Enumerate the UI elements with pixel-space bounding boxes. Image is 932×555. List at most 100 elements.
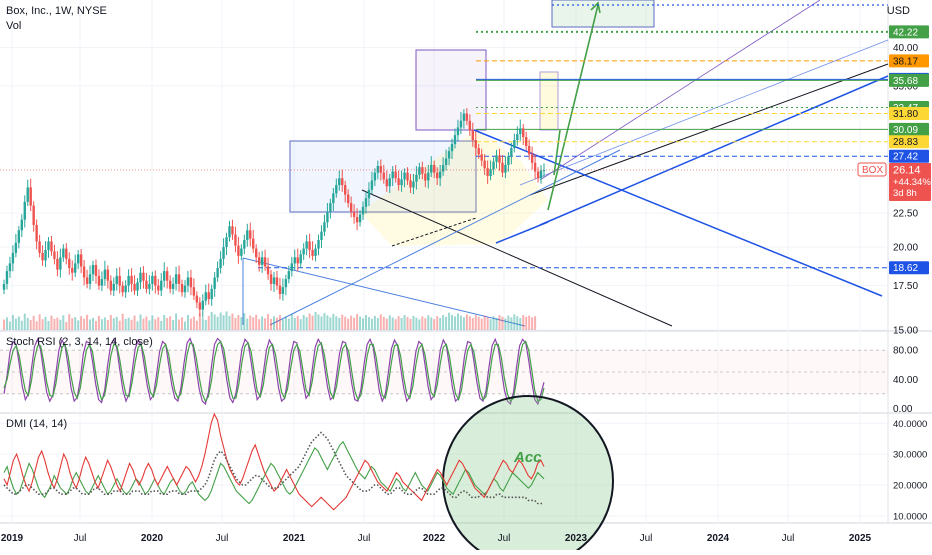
volume-bar [65, 321, 68, 330]
trendline [519, 39, 889, 186]
volume-bar [427, 315, 430, 330]
candle-body [109, 280, 113, 291]
candle-body [210, 288, 213, 300]
volume-bar [62, 315, 65, 330]
volume-bar [50, 315, 53, 330]
candle-body [447, 151, 451, 159]
volume-bar [127, 317, 130, 330]
candle-body [438, 171, 442, 179]
volume-bar [504, 318, 507, 330]
volume-bar [275, 317, 278, 330]
trendline [361, 189, 673, 327]
volume-bar [299, 319, 302, 330]
candle-body [154, 275, 157, 286]
candle-body [498, 155, 501, 163]
candle-body [435, 172, 439, 179]
candle-body [139, 272, 142, 283]
volume-bar [118, 320, 121, 330]
volume-bar [148, 320, 151, 330]
candle-body [189, 277, 193, 288]
candle-body [317, 239, 320, 249]
x-tick-label: 2025 [849, 533, 872, 544]
candle-body [59, 257, 62, 270]
candle-body [474, 140, 477, 149]
candle-body [421, 167, 424, 174]
candle-body [349, 203, 353, 212]
candle-body [391, 171, 394, 179]
volume-bar [181, 317, 184, 330]
volume-bar [258, 319, 261, 330]
volume-bar [35, 321, 38, 330]
volume-bar [178, 319, 181, 330]
candle-body [171, 283, 175, 289]
volume-bar [169, 316, 172, 330]
volume-bar [510, 317, 513, 330]
candle-body [163, 271, 166, 281]
volume-bar [290, 314, 293, 330]
x-tick-label: Jul [640, 533, 653, 544]
price-level-label: 35.68 [893, 76, 918, 87]
last-price-tag [889, 162, 931, 201]
volume-bar [32, 315, 35, 330]
volume-bar [71, 318, 74, 330]
candle-body [115, 275, 118, 284]
candle-body [335, 185, 338, 194]
volume-bar [151, 315, 154, 330]
y-tick-label: 40.00 [893, 43, 918, 54]
price-level-label: 30.09 [893, 125, 918, 136]
candle-body [379, 166, 383, 173]
symbol-tag [857, 162, 887, 177]
candle-body [409, 180, 412, 188]
candle-body [284, 279, 288, 288]
candle-body [486, 168, 489, 176]
volume-bar [273, 316, 275, 330]
candle-body [127, 275, 130, 286]
price-level-tag [889, 73, 929, 87]
last-price-value: 26.14 [893, 164, 921, 176]
x-tick-label: Jul [782, 533, 795, 544]
candle-body [394, 171, 397, 179]
x-tick-label: 2020 [141, 533, 164, 544]
volume-bar [41, 319, 44, 330]
candle-body [71, 268, 74, 273]
price-level-tag [889, 25, 929, 39]
volume-bar [130, 319, 133, 330]
price-level-label: 18.62 [893, 263, 918, 274]
target-rectangle [551, 0, 655, 28]
volume-bar [86, 314, 89, 330]
stoch-rsi-title: Stoch RSI (2, 3, 14, 14, close) [6, 336, 153, 348]
candle-body [11, 252, 15, 264]
candle-body [302, 248, 305, 255]
volume-bar [528, 315, 531, 330]
stoch-y-tick-label: 40.00 [893, 375, 918, 386]
volume-bar [92, 318, 95, 330]
candle-body [450, 144, 454, 152]
candle-body [427, 172, 430, 181]
volume-bar [284, 316, 287, 330]
candle-body [290, 263, 294, 272]
candle-body [76, 254, 80, 264]
candle-body [121, 285, 124, 293]
price-level-tag [889, 149, 929, 163]
candle-body [35, 224, 38, 242]
volume-bar [207, 315, 210, 330]
candle-body [468, 120, 472, 131]
volume-bar [26, 318, 29, 330]
volume-bar [400, 318, 403, 330]
candle-body [14, 242, 18, 253]
volume-bar [160, 321, 163, 330]
candle-body [456, 127, 460, 136]
candle-body [148, 283, 151, 289]
volume-bar [157, 317, 160, 330]
candle-body [358, 214, 362, 223]
volume-bar [77, 320, 80, 330]
candle-body [527, 146, 531, 155]
candle-body [50, 241, 53, 252]
candle-body [308, 241, 311, 251]
volume-bar [195, 320, 198, 330]
volume-bar [44, 316, 47, 330]
volume-bar [451, 315, 454, 330]
candle-body [266, 266, 270, 275]
volume-bar [382, 316, 385, 330]
